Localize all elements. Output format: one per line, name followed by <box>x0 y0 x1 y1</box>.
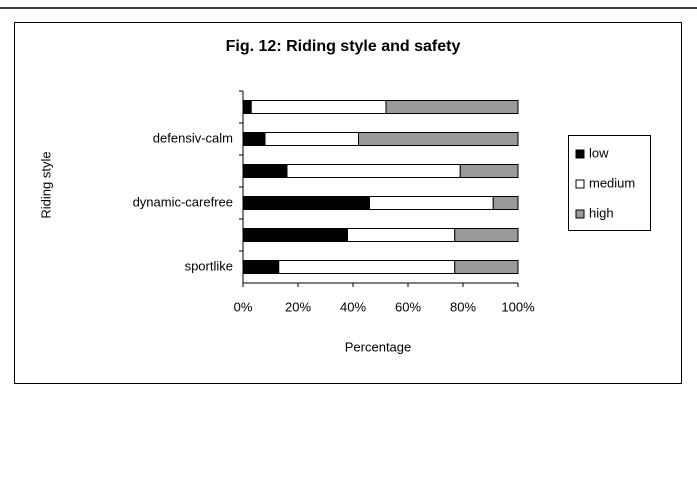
bar-segment <box>385 100 519 114</box>
x-axis-label: Percentage <box>345 339 412 354</box>
bar-segment <box>286 164 461 178</box>
bar-segment <box>358 132 519 146</box>
bar-segment <box>242 260 280 274</box>
legend-swatch <box>575 149 585 159</box>
legend-swatch <box>575 209 585 219</box>
bar-segment <box>369 196 494 210</box>
bar-segment <box>242 100 252 114</box>
bar-segment <box>347 228 456 242</box>
bar-segment <box>278 260 456 274</box>
bar-segment <box>264 132 359 146</box>
x-tick-label: 0% <box>234 299 253 314</box>
x-tick-label: 80% <box>450 299 476 314</box>
bar-segment <box>242 228 348 242</box>
legend-label: medium <box>589 175 635 190</box>
x-tick-label: 100% <box>501 299 535 314</box>
bar-segment <box>454 260 519 274</box>
x-tick-label: 20% <box>285 299 311 314</box>
chart-title: Fig. 12: Riding style and safety <box>226 38 461 55</box>
x-tick-label: 40% <box>340 299 366 314</box>
bar-segment <box>250 100 387 114</box>
y-tick-label: sportlike <box>185 258 233 273</box>
bar-segment <box>242 132 266 146</box>
y-tick-label: defensiv-calm <box>153 130 233 145</box>
legend-label: low <box>589 145 609 160</box>
x-tick-label: 60% <box>395 299 421 314</box>
legend-label: high <box>589 205 614 220</box>
bar-segment <box>454 228 519 242</box>
legend-swatch <box>575 179 585 189</box>
bar-segment <box>459 164 519 178</box>
bar-segment <box>242 196 370 210</box>
y-axis-label: Riding style <box>38 151 53 218</box>
bar-segment <box>492 196 519 210</box>
y-tick-label: dynamic-carefree <box>133 194 233 209</box>
bar-segment <box>242 164 288 178</box>
